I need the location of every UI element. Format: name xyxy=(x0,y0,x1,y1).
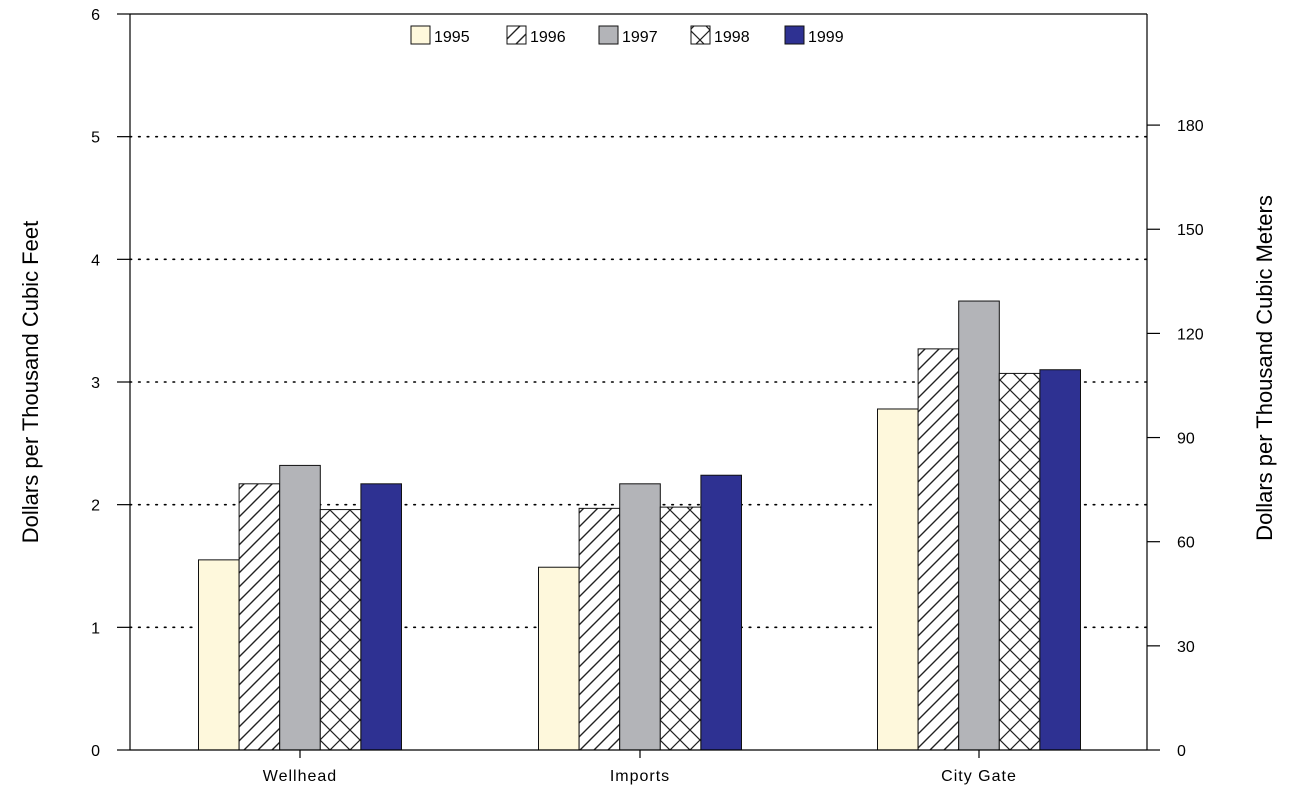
y-tick-label: 6 xyxy=(91,7,100,24)
bar-imports-1998 xyxy=(659,506,702,751)
legend-swatch-1997 xyxy=(598,25,619,45)
y2-tick-label: 60 xyxy=(1177,535,1195,552)
legend: 1995 1996 1997 1998 1999 xyxy=(410,25,844,46)
y2-tick-label: 0 xyxy=(1177,743,1186,760)
y-tick-label: 2 xyxy=(91,498,100,515)
bar-city-gate-1999 xyxy=(1039,369,1082,751)
y2-tick-label: 150 xyxy=(1177,222,1204,239)
legend-label: 1998 xyxy=(714,29,750,46)
legend-swatch-1996 xyxy=(506,25,527,45)
bar-imports-1999 xyxy=(700,474,743,751)
y-tick-label: 1 xyxy=(91,620,100,637)
legend-label: 1999 xyxy=(808,29,844,46)
legend-swatch-1999 xyxy=(784,25,805,45)
legend-swatch-1995 xyxy=(410,25,431,45)
bar-imports-1996 xyxy=(578,507,621,751)
bar-wellhead-1998 xyxy=(319,509,362,751)
legend-label: 1996 xyxy=(530,29,566,46)
x-category-label: Wellhead xyxy=(263,768,337,785)
y-axis-title: Dollars per Thousand Cubic Feet xyxy=(18,221,43,543)
x-category-label: City Gate xyxy=(941,768,1017,785)
y-tick-label: 0 xyxy=(91,743,100,760)
y-tick-label: 3 xyxy=(91,375,100,392)
y-tick-label: 4 xyxy=(91,252,100,269)
legend-label: 1997 xyxy=(622,29,658,46)
y-tick-label: 5 xyxy=(91,130,100,147)
bar-wellhead-1997 xyxy=(279,464,321,751)
bar-city-gate-1998 xyxy=(998,372,1041,751)
bar-city-gate-1995 xyxy=(877,408,919,751)
bar-wellhead-1999 xyxy=(360,483,402,751)
legend-swatch-1998 xyxy=(690,25,711,45)
bar-wellhead-1995 xyxy=(198,559,240,751)
bar-wellhead-1996 xyxy=(238,483,281,751)
bar-imports-1997 xyxy=(619,483,661,751)
x-category-label: Imports xyxy=(610,768,670,785)
bar-imports-1995 xyxy=(538,566,580,751)
y2-axis-title: Dollars per Thousand Cubic Meters xyxy=(1252,195,1277,541)
y2-tick-label: 30 xyxy=(1177,639,1195,656)
bar-city-gate-1996 xyxy=(917,348,960,751)
y2-tick-label: 180 xyxy=(1177,118,1204,135)
legend-label: 1995 xyxy=(434,29,470,46)
bars xyxy=(198,300,1082,751)
y2-tick-label: 90 xyxy=(1177,431,1195,448)
y2-tick-label: 120 xyxy=(1177,326,1204,343)
bar-city-gate-1997 xyxy=(958,300,1000,751)
